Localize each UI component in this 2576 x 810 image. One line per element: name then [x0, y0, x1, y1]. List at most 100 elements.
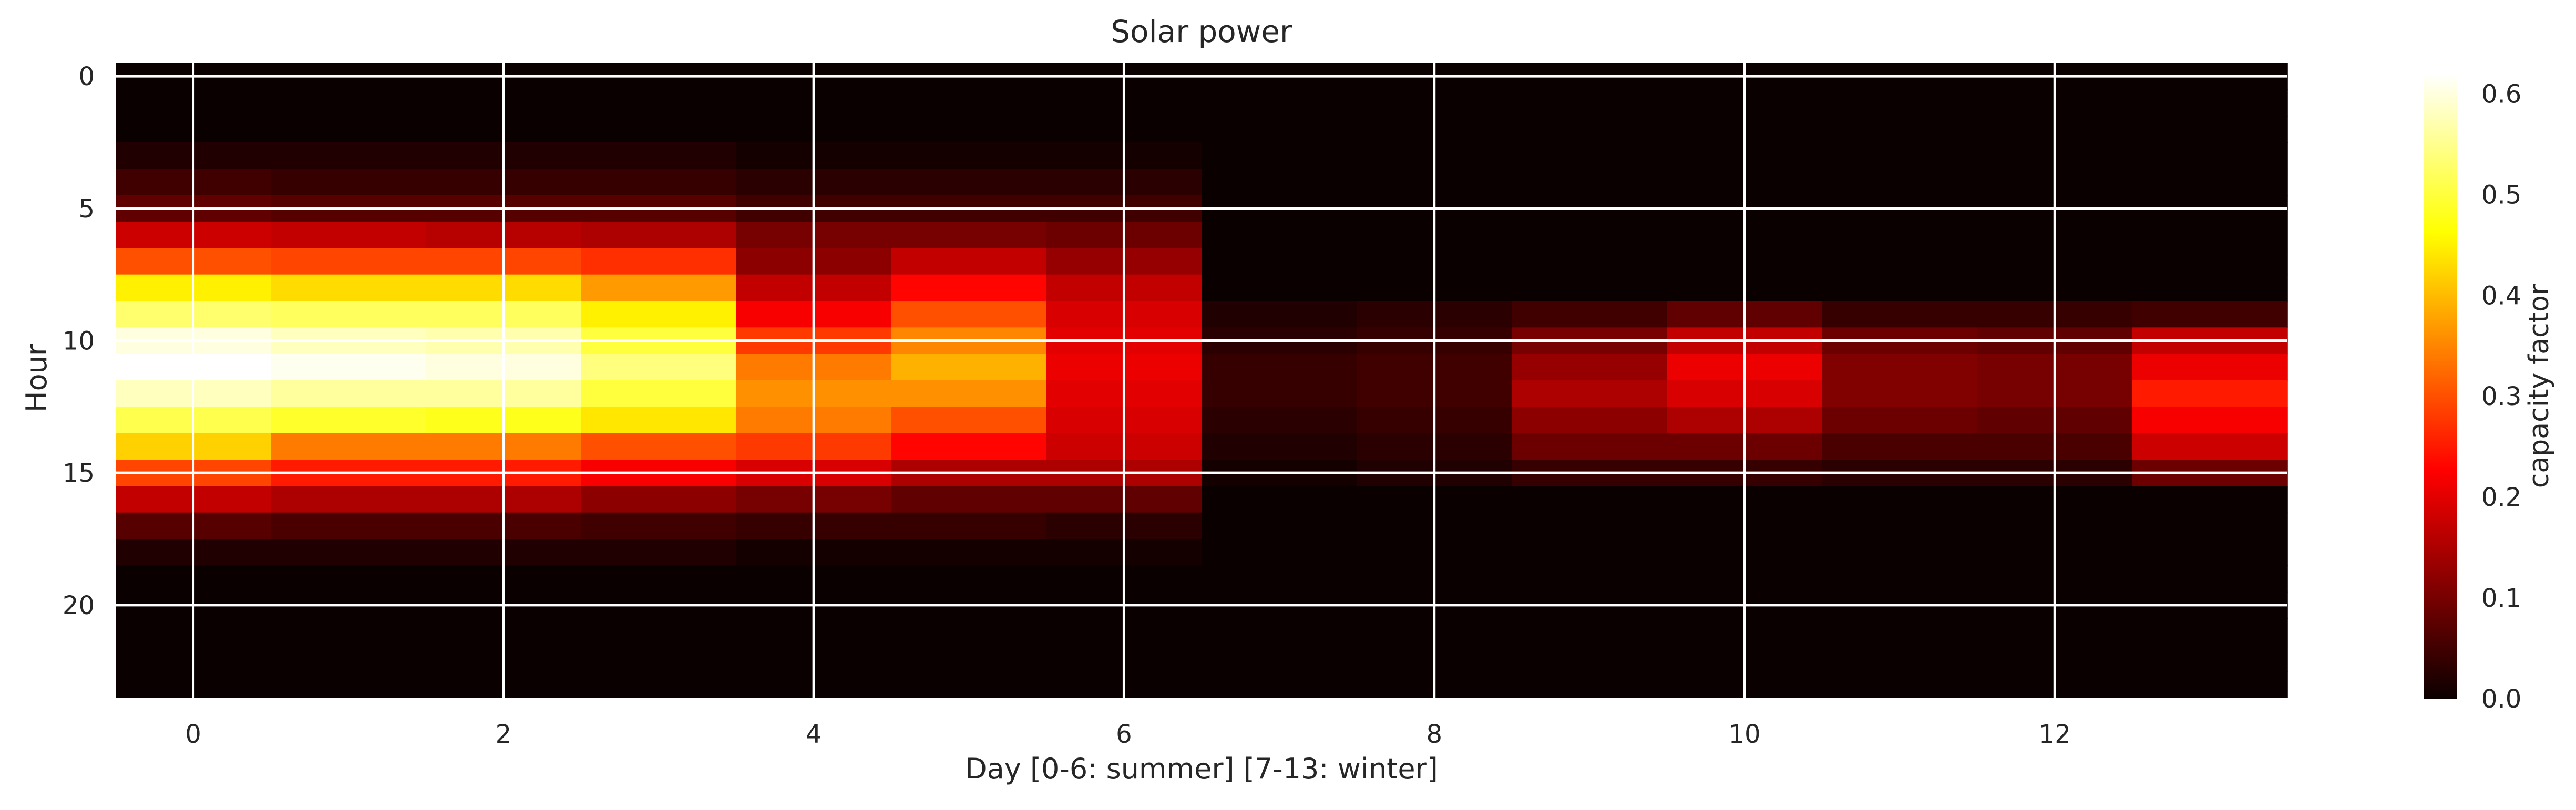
heatmap-cell — [1512, 142, 1668, 170]
heatmap-cells — [116, 63, 2288, 698]
y-tick-label: 10 — [63, 327, 95, 356]
heatmap-cell — [1512, 512, 1668, 539]
colorbar-label: capacity factor — [2523, 284, 2555, 488]
heatmap-cell — [581, 618, 737, 646]
heatmap-cell — [2132, 486, 2288, 513]
heatmap-cell — [1822, 380, 1978, 408]
y-axis-ticks: 0 5 10 15 20 — [63, 62, 95, 620]
heatmap-cell — [2132, 354, 2288, 381]
heatmap-cell — [1822, 565, 1978, 593]
heatmap-cell — [891, 539, 1047, 566]
heatmap-cell — [1202, 248, 1357, 275]
heatmap-cell — [1202, 142, 1357, 170]
heatmap-cell — [271, 301, 427, 328]
heatmap-cell — [271, 645, 427, 672]
heatmap-cell — [271, 618, 427, 646]
heatmap-cell — [1822, 671, 1978, 698]
colorbar-tick-label: 0.0 — [2481, 684, 2521, 714]
heatmap-cell — [2132, 142, 2288, 170]
colorbar-tick-label: 0.6 — [2481, 79, 2521, 109]
heatmap-cell — [891, 274, 1047, 302]
heatmap-cell — [1512, 116, 1668, 143]
heatmap-cell — [271, 169, 427, 196]
heatmap-cell — [891, 301, 1047, 328]
heatmap-cell — [1822, 248, 1978, 275]
heatmap-cell — [271, 116, 427, 143]
heatmap-cell — [891, 512, 1047, 539]
x-tick-label: 6 — [1116, 720, 1132, 749]
heatmap-cell — [2132, 618, 2288, 646]
heatmap-cell — [271, 142, 427, 170]
heatmap-cell — [1512, 565, 1668, 593]
heatmap-cell — [271, 89, 427, 117]
y-axis-label: Hour — [20, 344, 53, 412]
heatmap-cell — [581, 354, 737, 381]
heatmap-cell — [1202, 512, 1357, 539]
colorbar-ticks: 0.0 0.1 0.2 0.3 0.4 0.5 0.6 — [2481, 79, 2521, 714]
heatmap-cell — [1512, 380, 1668, 408]
heatmap-cell — [1202, 89, 1357, 117]
heatmap-cell — [2132, 407, 2288, 434]
y-tick-label: 15 — [63, 459, 95, 488]
x-tick-label: 10 — [1728, 720, 1760, 749]
heatmap-cell — [891, 354, 1047, 381]
heatmap-cell — [581, 274, 737, 302]
heatmap-cell — [891, 222, 1047, 249]
grid-lines — [116, 63, 2287, 698]
y-tick-label: 20 — [63, 591, 95, 620]
heatmap-cell — [2132, 671, 2288, 698]
heatmap-cell — [1202, 354, 1357, 381]
heatmap-cell — [891, 565, 1047, 593]
heatmap-cell — [2132, 89, 2288, 117]
heatmap-cell — [271, 565, 427, 593]
heatmap-cell — [1512, 539, 1668, 566]
heatmap-cell — [891, 248, 1047, 275]
heatmap-cell — [2132, 274, 2288, 302]
heatmap-cell — [2132, 565, 2288, 593]
heatmap-cell — [1202, 169, 1357, 196]
x-tick-label: 4 — [806, 720, 822, 749]
heatmap-cell — [1512, 618, 1668, 646]
heatmap-cell — [1822, 354, 1978, 381]
heatmap-cell — [271, 380, 427, 408]
heatmap-cell — [581, 301, 737, 328]
heatmap-cell — [2132, 433, 2288, 460]
heatmap-cell — [1512, 301, 1668, 328]
heatmap-cell — [1512, 248, 1668, 275]
heatmap-cell — [1822, 407, 1978, 434]
colorbar-tick-label: 0.4 — [2481, 281, 2521, 310]
colorbar-tick-label: 0.3 — [2481, 382, 2521, 411]
heatmap-cell — [1202, 645, 1357, 672]
heatmap-cell — [2132, 248, 2288, 275]
heatmap-cell — [1512, 274, 1668, 302]
heatmap-cell — [1512, 354, 1668, 381]
heatmap-cell — [271, 274, 427, 302]
heatmap-cell — [271, 433, 427, 460]
heatmap-cell — [1202, 116, 1357, 143]
heatmap-cell — [581, 645, 737, 672]
heatmap-cell — [1512, 671, 1668, 698]
heatmap-cell — [271, 407, 427, 434]
heatmap-cell — [581, 222, 737, 249]
heatmap-cell — [2132, 645, 2288, 672]
heatmap-cell — [2132, 539, 2288, 566]
heatmap-cell — [1512, 89, 1668, 117]
heatmap-cell — [1202, 539, 1357, 566]
heatmap-cell — [1822, 301, 1978, 328]
heatmap-cell — [271, 354, 427, 381]
heatmap-cell — [2132, 512, 2288, 539]
colorbar — [2424, 74, 2457, 699]
heatmap-cell — [1512, 433, 1668, 460]
heatmap-cell — [1202, 222, 1357, 249]
heatmap-cell — [1822, 539, 1978, 566]
heatmap-cell — [1202, 301, 1357, 328]
x-axis-ticks: 0 2 4 6 8 10 12 — [185, 720, 2071, 749]
heatmap-cell — [2132, 222, 2288, 249]
heatmap-cell — [1822, 274, 1978, 302]
heatmap-cell — [1512, 169, 1668, 196]
chart-title: Solar power — [1111, 14, 1292, 49]
heatmap-cell — [581, 565, 737, 593]
heatmap-cell — [1202, 274, 1357, 302]
